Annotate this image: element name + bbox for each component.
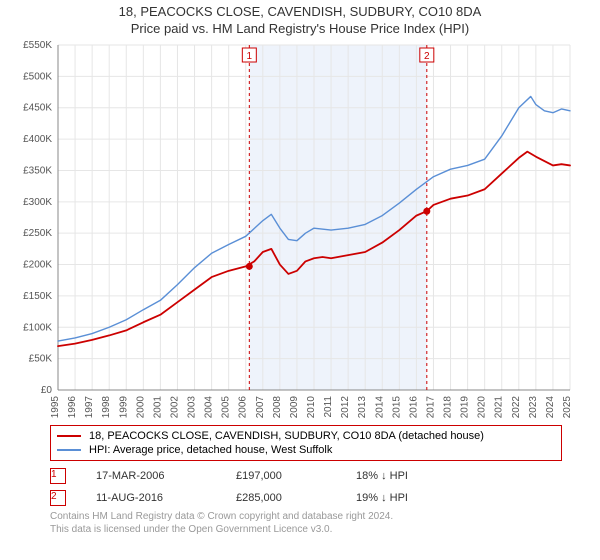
svg-text:2011: 2011 [323,396,334,418]
svg-text:£300K: £300K [23,197,52,208]
svg-text:£250K: £250K [23,228,52,239]
sale-diff: 19% ↓ HPI [356,492,466,504]
svg-text:2008: 2008 [272,396,283,419]
svg-text:2019: 2019 [460,396,471,419]
sale-price: £197,000 [236,470,326,482]
legend: 18, PEACOCKS CLOSE, CAVENDISH, SUDBURY, … [50,425,562,461]
svg-text:£550K: £550K [23,40,52,51]
footer-line: Contains HM Land Registry data © Crown c… [50,510,393,523]
legend-swatch-icon [57,449,81,451]
legend-swatch-icon [57,435,81,437]
svg-text:1: 1 [247,51,253,62]
svg-text:£100K: £100K [23,322,52,333]
figure-root: 18, PEACOCKS CLOSE, CAVENDISH, SUDBURY, … [0,0,600,560]
chart-area: £0 £50K £100K £150K £200K £250K £300K £350K £400… [10,40,590,420]
svg-text:2001: 2001 [152,396,163,419]
legend-label: 18, PEACOCKS CLOSE, CAVENDISH, SUDBURY, … [89,430,484,442]
table-row: 1 17-MAR-2006 £197,000 18% ↓ HPI [50,465,562,487]
svg-text:1999: 1999 [118,396,129,419]
svg-text:2002: 2002 [169,396,180,419]
svg-text:2007: 2007 [255,396,266,419]
svg-text:£400K: £400K [23,134,52,145]
svg-text:2013: 2013 [357,396,368,419]
svg-text:2010: 2010 [306,396,317,419]
svg-text:£350K: £350K [23,165,52,176]
svg-text:£50K: £50K [29,354,53,365]
sales-table: 1 17-MAR-2006 £197,000 18% ↓ HPI 2 11-AU… [50,465,562,509]
sale-marker-icon: 1 [50,468,66,484]
svg-text:2015: 2015 [391,396,402,419]
chart-title-line1: 18, PEACOCKS CLOSE, CAVENDISH, SUDBURY, … [0,0,600,21]
svg-text:1996: 1996 [67,396,78,419]
svg-text:2006: 2006 [238,396,249,419]
svg-text:£500K: £500K [23,71,52,82]
chart-title-line2: Price paid vs. HM Land Registry's House … [0,21,600,38]
legend-label: HPI: Average price, detached house, West… [89,444,332,456]
svg-text:2012: 2012 [340,396,351,419]
line-chart-svg: £0 £50K £100K £150K £200K £250K £300K £350K £400… [10,40,590,420]
svg-text:2021: 2021 [494,396,505,419]
svg-text:1998: 1998 [101,396,112,419]
svg-text:2017: 2017 [425,396,436,419]
svg-text:2005: 2005 [221,396,232,419]
svg-text:2022: 2022 [511,396,522,419]
svg-text:2025: 2025 [562,396,573,419]
sale-date: 11-AUG-2016 [96,492,206,504]
svg-text:2024: 2024 [545,396,556,419]
svg-text:2020: 2020 [477,396,488,419]
svg-text:2023: 2023 [528,396,539,419]
svg-text:1995: 1995 [50,396,61,419]
svg-text:2014: 2014 [374,396,385,419]
svg-text:£450K: £450K [23,103,52,114]
svg-text:2000: 2000 [135,396,146,419]
svg-text:2: 2 [424,51,430,62]
svg-text:2003: 2003 [187,396,198,419]
svg-text:£150K: £150K [23,291,52,302]
svg-text:2004: 2004 [204,396,215,419]
footer-line: This data is licensed under the Open Gov… [50,523,393,536]
svg-text:2016: 2016 [408,396,419,419]
table-row: 2 11-AUG-2016 £285,000 19% ↓ HPI [50,487,562,509]
legend-row: 18, PEACOCKS CLOSE, CAVENDISH, SUDBURY, … [57,429,555,443]
footer-attribution: Contains HM Land Registry data © Crown c… [50,510,393,536]
svg-text:2009: 2009 [289,396,300,419]
svg-text:1997: 1997 [84,396,95,419]
sale-price: £285,000 [236,492,326,504]
legend-row: HPI: Average price, detached house, West… [57,443,555,457]
sale-marker-icon: 2 [50,490,66,506]
svg-text:£0: £0 [41,385,53,396]
sale-date: 17-MAR-2006 [96,470,206,482]
sale-diff: 18% ↓ HPI [356,470,466,482]
svg-text:2018: 2018 [443,396,454,419]
svg-text:£200K: £200K [23,260,52,271]
